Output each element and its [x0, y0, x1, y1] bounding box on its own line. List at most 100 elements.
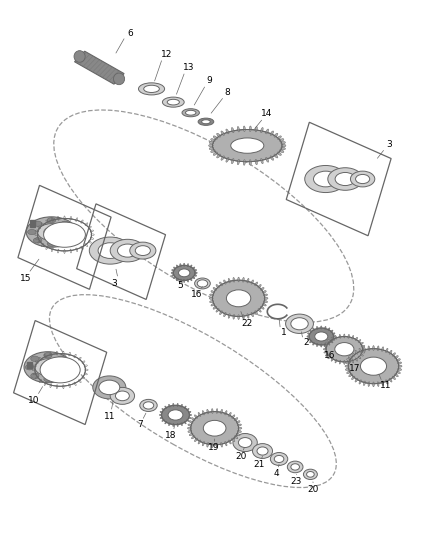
- Ellipse shape: [373, 345, 374, 350]
- Ellipse shape: [203, 421, 226, 436]
- Ellipse shape: [373, 382, 374, 387]
- Ellipse shape: [307, 338, 310, 340]
- Ellipse shape: [216, 309, 219, 312]
- Ellipse shape: [249, 126, 251, 132]
- Ellipse shape: [207, 409, 208, 414]
- Ellipse shape: [188, 430, 192, 432]
- Ellipse shape: [61, 238, 70, 243]
- Ellipse shape: [233, 433, 257, 451]
- Ellipse shape: [258, 309, 261, 312]
- Ellipse shape: [279, 150, 284, 152]
- Ellipse shape: [339, 360, 341, 364]
- Ellipse shape: [210, 301, 213, 303]
- Text: 18: 18: [166, 431, 177, 440]
- Ellipse shape: [184, 422, 186, 424]
- Ellipse shape: [117, 244, 138, 257]
- Ellipse shape: [348, 360, 350, 364]
- Ellipse shape: [266, 129, 268, 134]
- Ellipse shape: [352, 376, 355, 379]
- Ellipse shape: [255, 311, 258, 314]
- Ellipse shape: [328, 340, 331, 342]
- Text: 11: 11: [103, 411, 115, 421]
- Ellipse shape: [255, 126, 257, 132]
- Ellipse shape: [255, 282, 258, 286]
- Ellipse shape: [368, 382, 370, 386]
- Ellipse shape: [331, 341, 333, 343]
- Ellipse shape: [219, 282, 223, 286]
- Ellipse shape: [140, 399, 157, 411]
- Ellipse shape: [31, 373, 39, 378]
- Ellipse shape: [110, 239, 145, 262]
- Ellipse shape: [172, 274, 174, 276]
- Ellipse shape: [287, 461, 303, 473]
- Ellipse shape: [314, 171, 338, 187]
- Ellipse shape: [321, 326, 322, 329]
- Ellipse shape: [307, 336, 310, 337]
- Ellipse shape: [189, 414, 191, 416]
- Ellipse shape: [232, 415, 235, 418]
- Ellipse shape: [167, 99, 180, 105]
- Ellipse shape: [352, 353, 355, 356]
- Ellipse shape: [385, 380, 388, 384]
- Ellipse shape: [358, 340, 361, 342]
- Ellipse shape: [216, 285, 219, 288]
- Ellipse shape: [315, 332, 328, 341]
- Ellipse shape: [35, 359, 61, 376]
- Ellipse shape: [396, 371, 400, 374]
- Ellipse shape: [328, 168, 363, 190]
- Ellipse shape: [173, 267, 176, 269]
- Ellipse shape: [291, 464, 300, 470]
- Text: 23: 23: [290, 477, 301, 486]
- Text: 2: 2: [303, 338, 309, 348]
- Ellipse shape: [232, 438, 235, 442]
- Ellipse shape: [328, 328, 330, 330]
- Ellipse shape: [313, 328, 314, 330]
- Text: 16: 16: [191, 289, 202, 298]
- Ellipse shape: [346, 362, 349, 364]
- Text: 10: 10: [28, 395, 40, 405]
- Ellipse shape: [270, 453, 288, 465]
- Ellipse shape: [177, 265, 178, 268]
- Ellipse shape: [209, 297, 213, 300]
- Ellipse shape: [238, 438, 252, 448]
- Ellipse shape: [226, 129, 229, 134]
- Text: 3: 3: [386, 140, 392, 149]
- Ellipse shape: [98, 243, 122, 259]
- Ellipse shape: [57, 373, 65, 378]
- Ellipse shape: [377, 346, 379, 351]
- Ellipse shape: [191, 411, 239, 445]
- Ellipse shape: [190, 265, 192, 268]
- Text: 20: 20: [307, 484, 319, 494]
- Ellipse shape: [221, 409, 223, 414]
- Ellipse shape: [238, 314, 240, 319]
- Ellipse shape: [177, 278, 178, 281]
- Ellipse shape: [231, 127, 234, 133]
- Ellipse shape: [213, 306, 216, 309]
- Ellipse shape: [349, 374, 352, 377]
- Ellipse shape: [355, 337, 357, 341]
- Ellipse shape: [210, 294, 213, 296]
- Ellipse shape: [184, 279, 185, 282]
- Ellipse shape: [44, 376, 52, 382]
- Ellipse shape: [313, 342, 314, 345]
- Ellipse shape: [258, 285, 261, 288]
- Ellipse shape: [277, 152, 281, 155]
- Ellipse shape: [270, 156, 274, 160]
- Ellipse shape: [335, 359, 337, 363]
- Ellipse shape: [185, 110, 196, 115]
- Ellipse shape: [381, 347, 384, 351]
- Ellipse shape: [261, 158, 263, 164]
- Ellipse shape: [348, 334, 350, 338]
- Ellipse shape: [359, 348, 361, 352]
- Ellipse shape: [228, 278, 230, 283]
- Ellipse shape: [281, 144, 286, 147]
- Ellipse shape: [362, 345, 365, 347]
- Ellipse shape: [40, 357, 80, 383]
- Ellipse shape: [395, 356, 398, 359]
- Ellipse shape: [177, 423, 178, 426]
- Ellipse shape: [188, 424, 192, 426]
- Ellipse shape: [198, 118, 214, 125]
- Ellipse shape: [325, 343, 326, 346]
- Ellipse shape: [355, 378, 358, 382]
- Ellipse shape: [238, 277, 240, 282]
